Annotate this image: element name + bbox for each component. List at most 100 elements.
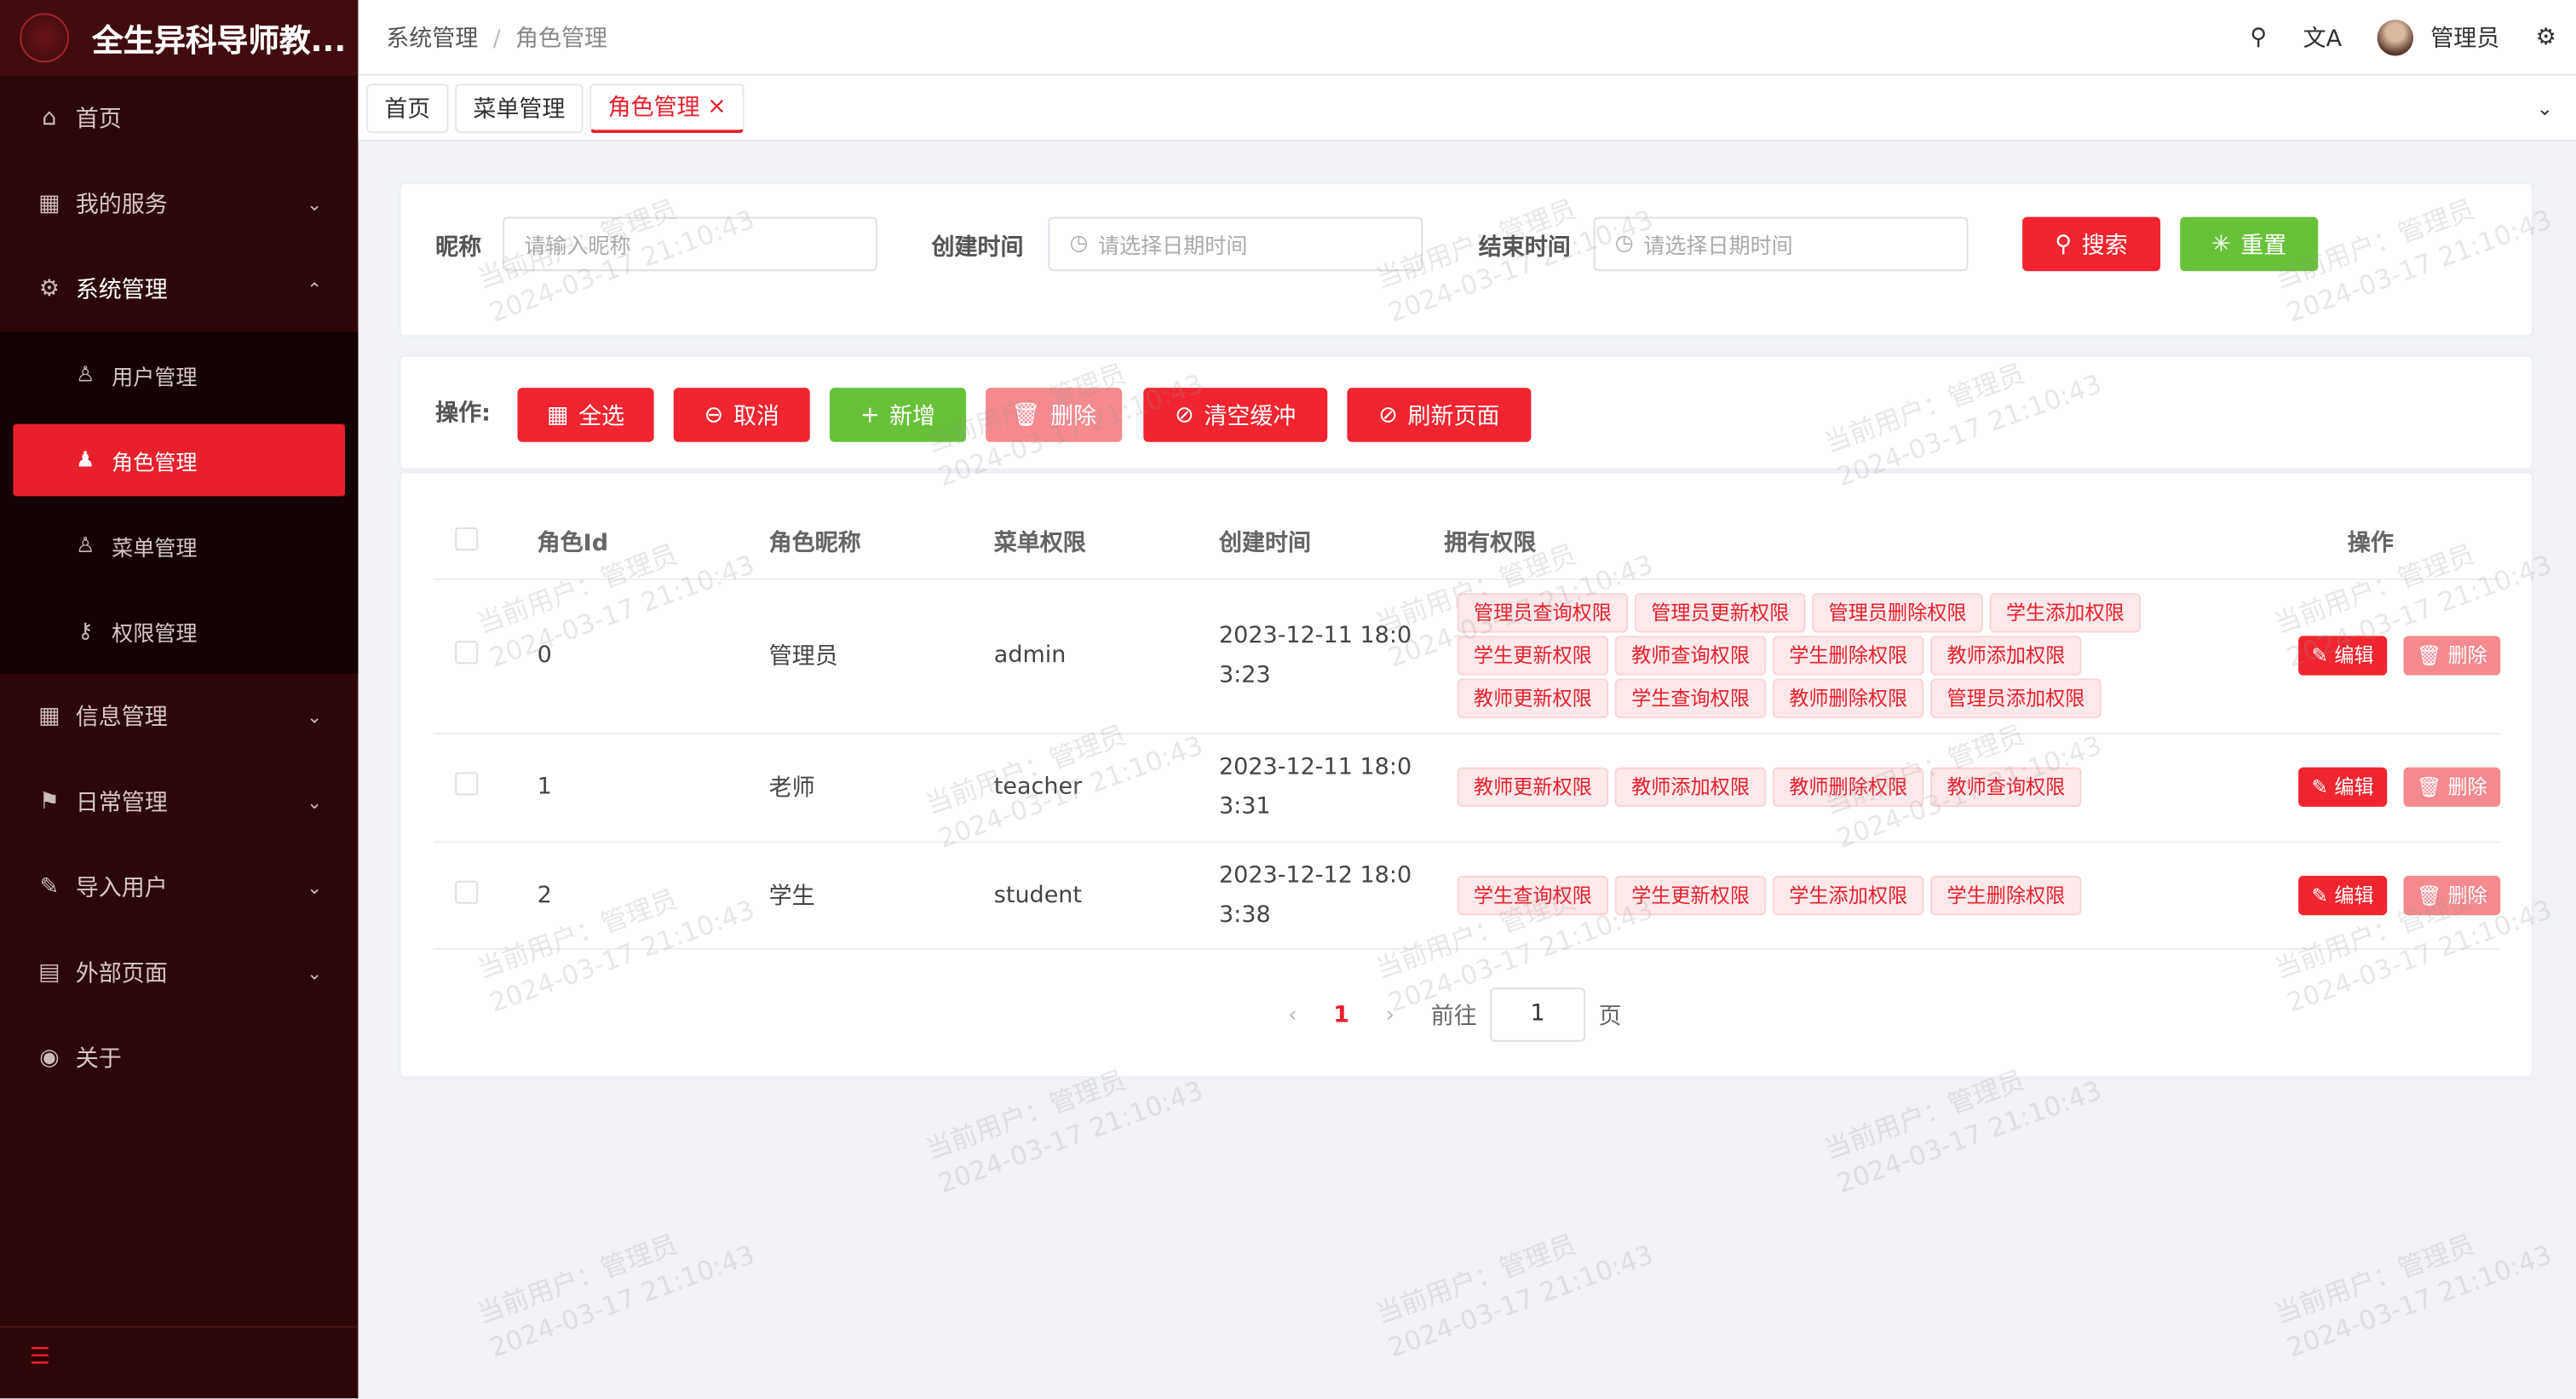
permission-tag: 教师更新权限 [1457, 678, 1609, 718]
user-menu[interactable]: 管理员 [2378, 20, 2500, 56]
select-all-checkbox[interactable] [455, 527, 479, 550]
prev-page-icon[interactable]: ‹ [1287, 1001, 1297, 1028]
grid-icon: ▦ [38, 703, 60, 730]
grid-icon: ▦ [38, 190, 60, 217]
clock-icon: ◷ [1069, 231, 1089, 256]
reset-button[interactable]: ✳ 重置 [2180, 216, 2319, 272]
chevron-down-icon: ⌄ [307, 705, 322, 728]
label: 删除 [1050, 403, 1097, 430]
watermark: 当前用户：管理员 2024-03-17 21:10:43 [2270, 1228, 2556, 1364]
tab-menu-management[interactable]: 菜单管理 [455, 83, 584, 133]
page-jump-input[interactable]: 1 [1490, 987, 1586, 1042]
tab-home[interactable]: 首页 [366, 83, 449, 133]
collapse-sidebar-icon[interactable]: ☰ [0, 1326, 359, 1398]
permission-tag: 管理员更新权限 [1634, 593, 1806, 633]
add-button[interactable]: + 新增 [829, 388, 966, 442]
page-number[interactable]: 1 [1333, 1001, 1350, 1028]
permission-tag: 学生删除权限 [1772, 636, 1924, 676]
username: 管理员 [2430, 26, 2500, 53]
search-icon: ⚲ [2055, 230, 2073, 257]
breadcrumb-item: 角色管理 [515, 25, 608, 52]
chevron-down-icon: ⌄ [307, 876, 322, 898]
chevron-down-icon[interactable]: ⌄ [2536, 95, 2553, 119]
refresh-button[interactable]: ⊘ 刷新页面 [1347, 388, 1532, 442]
created-time-rest: 3:38 [1218, 901, 1271, 928]
sidebar-item-about[interactable]: ◉ 关于 [0, 1016, 358, 1101]
delete-button[interactable]: 🗑 删除 [2403, 874, 2501, 915]
table-row: 0 管理员 admin 2023-12-11 18:0 3:23 管理员查询权限管… [434, 578, 2501, 734]
next-page-icon[interactable]: › [1385, 1001, 1395, 1028]
label: 编辑 [2334, 883, 2374, 907]
label: 新增 [889, 403, 936, 430]
chevron-down-icon: ⌄ [307, 962, 322, 984]
home-icon: ⌂ [42, 105, 57, 132]
menu-permission: teacher [993, 733, 1219, 843]
cancel-button[interactable]: ⊖ 取消 [673, 388, 810, 442]
edit-button[interactable]: ✎ 编辑 [2298, 874, 2388, 915]
sidebar-item-system[interactable]: ⚙ 系统管理 ⌃ [0, 246, 358, 331]
row-checkbox[interactable] [455, 641, 479, 665]
search-icon[interactable]: ⚲ [2250, 24, 2268, 51]
placeholder: 请选择日期时间 [1643, 234, 1793, 260]
tab-role-management[interactable]: 角色管理 × [589, 83, 745, 133]
breadcrumb-item[interactable]: 系统管理 [386, 25, 479, 52]
tab-label: 角色管理 [607, 95, 700, 122]
permission-tag: 学生添加权限 [1989, 593, 2142, 633]
sidebar-item-external[interactable]: ▤ 外部页面 ⌄ [0, 930, 358, 1016]
page-unit: 页 [1598, 1003, 1622, 1030]
select-all-button[interactable]: ▦ 全选 [517, 388, 654, 442]
permission-tag: 管理员查询权限 [1457, 593, 1629, 633]
check-circle-icon: ⊘ [1175, 401, 1194, 429]
permission-tag: 教师添加权限 [1614, 767, 1767, 807]
row-checkbox[interactable] [455, 772, 479, 796]
sidebar-item-home[interactable]: ⌂ 首页 [0, 76, 358, 161]
sidebar-item-menus[interactable]: ♙ 菜单管理 [0, 503, 358, 588]
clock-icon: ◷ [1614, 231, 1634, 256]
menu-permission: admin [993, 578, 1219, 734]
sidebar-item-import[interactable]: ✎ 导入用户 ⌄ [0, 844, 358, 930]
row-checkbox[interactable] [455, 879, 479, 903]
sidebar-item-my-services[interactable]: ▦ 我的服务 ⌄ [0, 161, 358, 246]
logo: 全生异科导师教... [0, 0, 359, 76]
permission-tags: 管理员查询权限 管理员更新权限 管理员删除权限 学生添加权限学生更新权限 教师查询权限学… [1444, 578, 2257, 734]
header: 系统管理 / 角色管理 ⚲ 文A 管理员 ⚙ [358, 0, 2576, 76]
created-time-picker[interactable]: ◷ 请选择日期时间 [1048, 216, 1423, 272]
tab-label: 首页 [384, 95, 431, 123]
sidebar-item-info[interactable]: ▦ 信息管理 ⌄ [0, 674, 358, 759]
label: 编辑 [2334, 775, 2374, 799]
delete-button[interactable]: 🗑 删除 [2403, 767, 2501, 807]
search-form: 昵称 请输入昵称 创建时间 ◷ 请选择日期时间 结束时间 ◷ 请选择日期时间 ⚲ 搜索… [399, 182, 2533, 337]
edit-button[interactable]: ✎ 编辑 [2298, 636, 2388, 676]
close-icon[interactable]: × [707, 93, 727, 120]
sidebar-item-roles[interactable]: ♟ 角色管理 [13, 423, 345, 497]
gear-icon[interactable]: ⚙ [2535, 24, 2556, 51]
sidebar-item-daily[interactable]: ⚑ 日常管理 ⌄ [0, 759, 358, 844]
edit-icon: ✎ [39, 873, 60, 901]
trash-icon: 🗑 [1011, 401, 1041, 429]
sidebar-item-users[interactable]: ♙ 用户管理 [0, 332, 358, 417]
search-button[interactable]: ⚲ 搜索 [2022, 216, 2161, 272]
pagination: ‹ 1 › 前往 1 页 [1288, 987, 1621, 1042]
label: 外部页面 [75, 961, 168, 988]
label: 日常管理 [75, 790, 168, 817]
table-header: 角色Id 角色昵称 菜单权限 创建时间 拥有权限 操作 [434, 505, 2501, 579]
grid-icon: ▦ [546, 401, 569, 429]
edit-button[interactable]: ✎ 编辑 [2298, 767, 2388, 807]
delete-button[interactable]: 🗑 删除 [2403, 636, 2501, 676]
delete-button[interactable]: 🗑 删除 [986, 388, 1123, 442]
created-time-label: 创建时间 [931, 234, 1024, 262]
clear-cache-button[interactable]: ⊘ 清空缓冲 [1143, 388, 1328, 442]
end-time-picker[interactable]: ◷ 请选择日期时间 [1593, 216, 1969, 272]
watermark: 当前用户：管理员 2024-03-17 21:10:43 [473, 1228, 759, 1364]
loading-icon: ✳ [2211, 230, 2231, 257]
sidebar-item-permissions[interactable]: ⚷ 权限管理 [0, 588, 358, 673]
table-row: 1 老师 teacher 2023-12-11 18:0 3:31 教师更新权限教… [434, 733, 2501, 843]
sidebar: 全生异科导师教... ⌂ 首页 ▦ 我的服务 ⌄ ⚙ 系统管理 ⌃ ♙ 用户管理 ♟ 角色管理… [0, 0, 359, 1399]
created-date: 2023-12-11 18:0 [1218, 622, 1412, 649]
label: 取消 [733, 403, 779, 430]
translate-icon[interactable]: 文A [2303, 26, 2343, 53]
end-time-label: 结束时间 [1478, 234, 1571, 262]
col-created: 创建时间 [1218, 505, 1445, 579]
menu-permission: student [993, 841, 1219, 949]
nickname-input[interactable]: 请输入昵称 [503, 216, 877, 272]
